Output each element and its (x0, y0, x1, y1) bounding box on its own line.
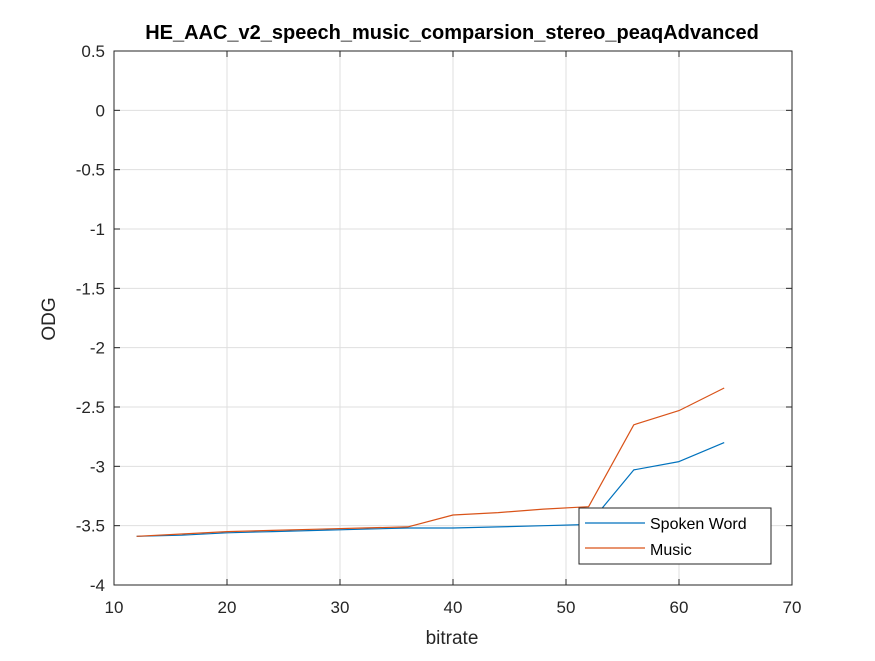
series-line-spoken-word (136, 442, 725, 537)
x-tick-label: 60 (670, 598, 689, 617)
y-tick-label: 0 (96, 101, 105, 120)
y-tick-label: -2.5 (76, 398, 105, 417)
y-tick-label: -0.5 (76, 161, 105, 180)
series-line-music (136, 387, 725, 537)
y-tick-label: -4 (90, 576, 105, 595)
y-tick-label: -2 (90, 339, 105, 358)
x-tick-label: 10 (105, 598, 124, 617)
axis-ticks: 10 20 30 40 50 60 70 0.5 0 -0.5 -1 -1.5 -2 -2.5 -3 -3.5… (76, 42, 802, 617)
grid-lines (113, 50, 793, 586)
x-tick-label: 20 (218, 598, 237, 617)
x-tick-label: 30 (331, 598, 350, 617)
x-tick-label: 50 (557, 598, 576, 617)
y-tick-label: -3 (90, 457, 105, 476)
legend-label-spoken-word: Spoken Word (650, 516, 747, 533)
y-tick-label: -3.5 (76, 517, 105, 536)
y-tick-label: -1.5 (76, 279, 105, 298)
x-tick-label: 70 (783, 598, 802, 617)
y-axis-label: ODG (39, 297, 60, 340)
legend-label-music: Music (650, 542, 692, 559)
y-tick-label: 0.5 (81, 42, 105, 61)
x-axis-label: bitrate (426, 628, 479, 649)
series-lines (136, 387, 725, 537)
legend-box (578, 507, 772, 565)
x-tick-label: 40 (444, 598, 463, 617)
y-tick-label: -1 (90, 220, 105, 239)
chart-title: HE_AAC_v2_speech_music_comparsion_stereo… (145, 22, 759, 44)
legend: Spoken Word Music (578, 507, 772, 565)
